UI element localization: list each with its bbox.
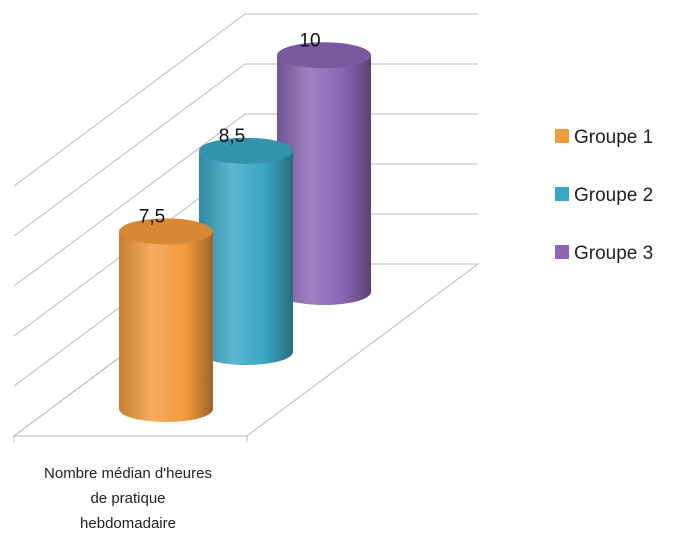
legend: Groupe 1 Groupe 2 Groupe 3: [555, 127, 653, 264]
legend-item: Groupe 3: [555, 243, 653, 264]
legend-item: Groupe 2: [555, 185, 653, 206]
data-label: 10: [299, 30, 320, 51]
bar-body: [199, 150, 293, 365]
gridline-side: [13, 13, 246, 187]
gridline-side: [13, 63, 246, 237]
gridline-side: [13, 113, 246, 287]
bar-1: [119, 218, 213, 422]
legend-swatch: [555, 187, 569, 201]
x-category-label: Nombre médian d'heures de pratique hebdoma…: [44, 465, 212, 532]
data-label: 8,5: [219, 126, 245, 147]
bar-body: [277, 55, 371, 305]
data-label: 7,5: [139, 206, 165, 227]
bar-top: [199, 137, 293, 164]
bar-3: [277, 42, 371, 305]
legend-item: Groupe 1: [555, 127, 653, 148]
legend-label: Groupe 2: [574, 185, 653, 206]
bar-top: [277, 42, 371, 69]
bar-body: [119, 231, 213, 422]
bars: [119, 42, 371, 422]
bar-2: [199, 137, 293, 365]
legend-label: Groupe 3: [574, 243, 653, 264]
bar-top: [119, 218, 213, 245]
legend-swatch: [555, 245, 569, 259]
data-labels: 10 8,5 7,5: [139, 30, 321, 227]
x-axis: Nombre médian d'heures de pratique hebdoma…: [44, 465, 212, 532]
legend-label: Groupe 1: [574, 127, 653, 148]
legend-swatch: [555, 129, 569, 143]
